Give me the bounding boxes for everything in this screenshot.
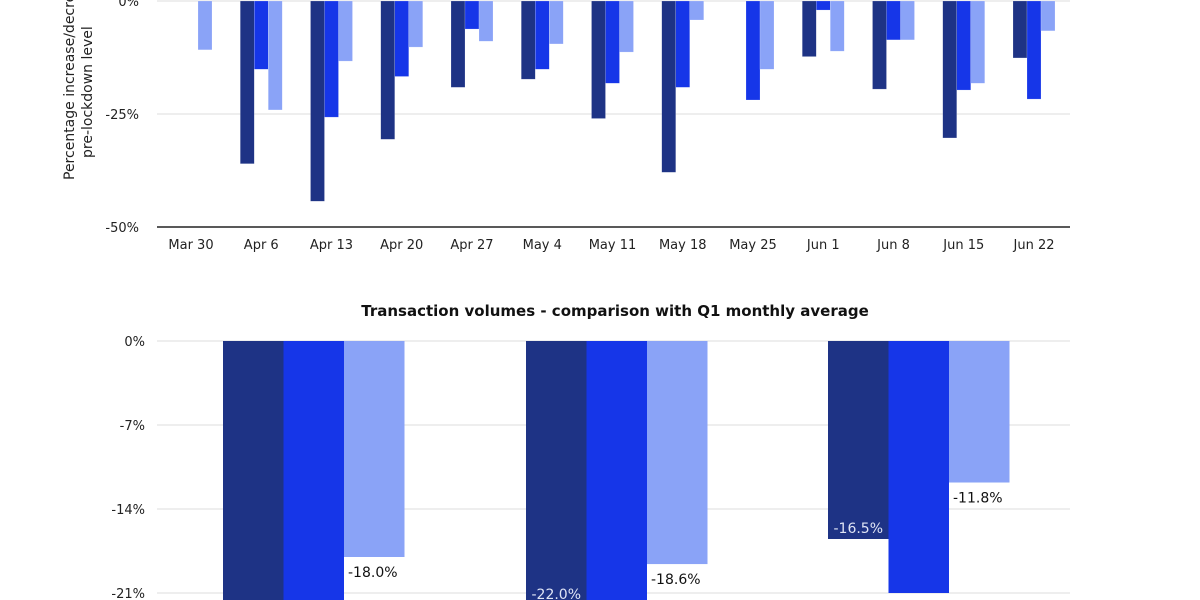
y-tick-label: -21% [111,587,145,600]
y-tick-label: -7% [120,419,145,434]
bar [816,0,831,11]
bar [478,0,494,42]
bar [900,0,915,41]
bar [802,0,817,57]
bar [408,0,423,48]
bar [942,0,957,139]
bar [745,0,761,101]
bar [830,0,845,52]
bar [1012,0,1028,59]
x-tick-label: Jun 8 [876,238,910,253]
x-tick-label: Apr 20 [380,238,423,253]
bar [886,0,901,41]
data-label: -11.8% [953,491,1003,507]
bar [872,0,887,90]
x-tick-label: Mar 30 [168,238,213,253]
y-axis-label-line: pre-lockdown level [80,26,96,158]
y-tick-label: -25% [105,108,139,123]
x-tick-label: May 25 [729,238,777,253]
data-label-background [647,564,712,587]
bar [661,0,676,173]
bar [268,0,283,111]
data-label-background [344,557,409,579]
bar [647,341,708,565]
bar [338,0,353,62]
bar [526,341,587,600]
weekly-change-chart: 0% -25% -50% Percentage increase/decrease pr… [62,0,1070,253]
x-tick-label: Jun 22 [1013,238,1055,253]
bar [888,341,949,593]
bar [1040,0,1056,32]
bar [380,0,395,140]
bar [324,0,339,118]
bar [535,0,550,70]
x-tick-label: May 4 [523,238,562,253]
bar [605,0,620,84]
y-axis-label-line: Percentage increase/decrease [62,0,78,180]
bar [450,0,466,88]
bar [949,341,1010,483]
data-label: -18.6% [651,572,701,588]
chart-title: Transaction volumes - comparison with Q1… [361,302,869,320]
bar [197,0,213,51]
transaction-volumes-chart: Transaction volumes - comparison with Q1… [111,302,1070,600]
data-label: -22.0% [531,587,581,600]
bar [254,0,269,70]
x-tick-label: Apr 13 [310,238,353,253]
y-tick-label: 0% [118,0,139,10]
y-tick-label: 0% [124,335,145,350]
x-tick-label: Apr 6 [244,238,279,253]
bar [549,0,564,45]
bar [464,0,480,30]
bar [283,341,344,600]
bar [619,0,634,53]
bar [310,0,325,202]
bar [689,0,704,21]
bar [223,341,284,600]
bar [956,0,971,91]
bar [970,0,985,84]
x-tick-label: Jun 1 [806,238,840,253]
y-axis-label: Percentage increase/decrease pre-lockdown… [62,0,96,180]
data-label: -16.5% [833,521,883,537]
x-tick-label: Jun 15 [942,238,984,253]
x-tick-label: Apr 27 [450,238,493,253]
y-tick-label: -14% [111,503,145,518]
bar [586,341,647,600]
x-tick-label: May 11 [589,238,637,253]
bar [828,341,889,539]
x-tick-label: May 18 [659,238,707,253]
bar [344,341,405,557]
bar [675,0,690,88]
data-label-background [949,482,1014,505]
bar [1026,0,1042,100]
bar [759,0,775,70]
y-tick-label: -50% [105,221,139,236]
bar [394,0,409,77]
bar [521,0,536,80]
bar [591,0,606,119]
data-label: -18.0% [348,565,398,581]
bar [240,0,255,164]
